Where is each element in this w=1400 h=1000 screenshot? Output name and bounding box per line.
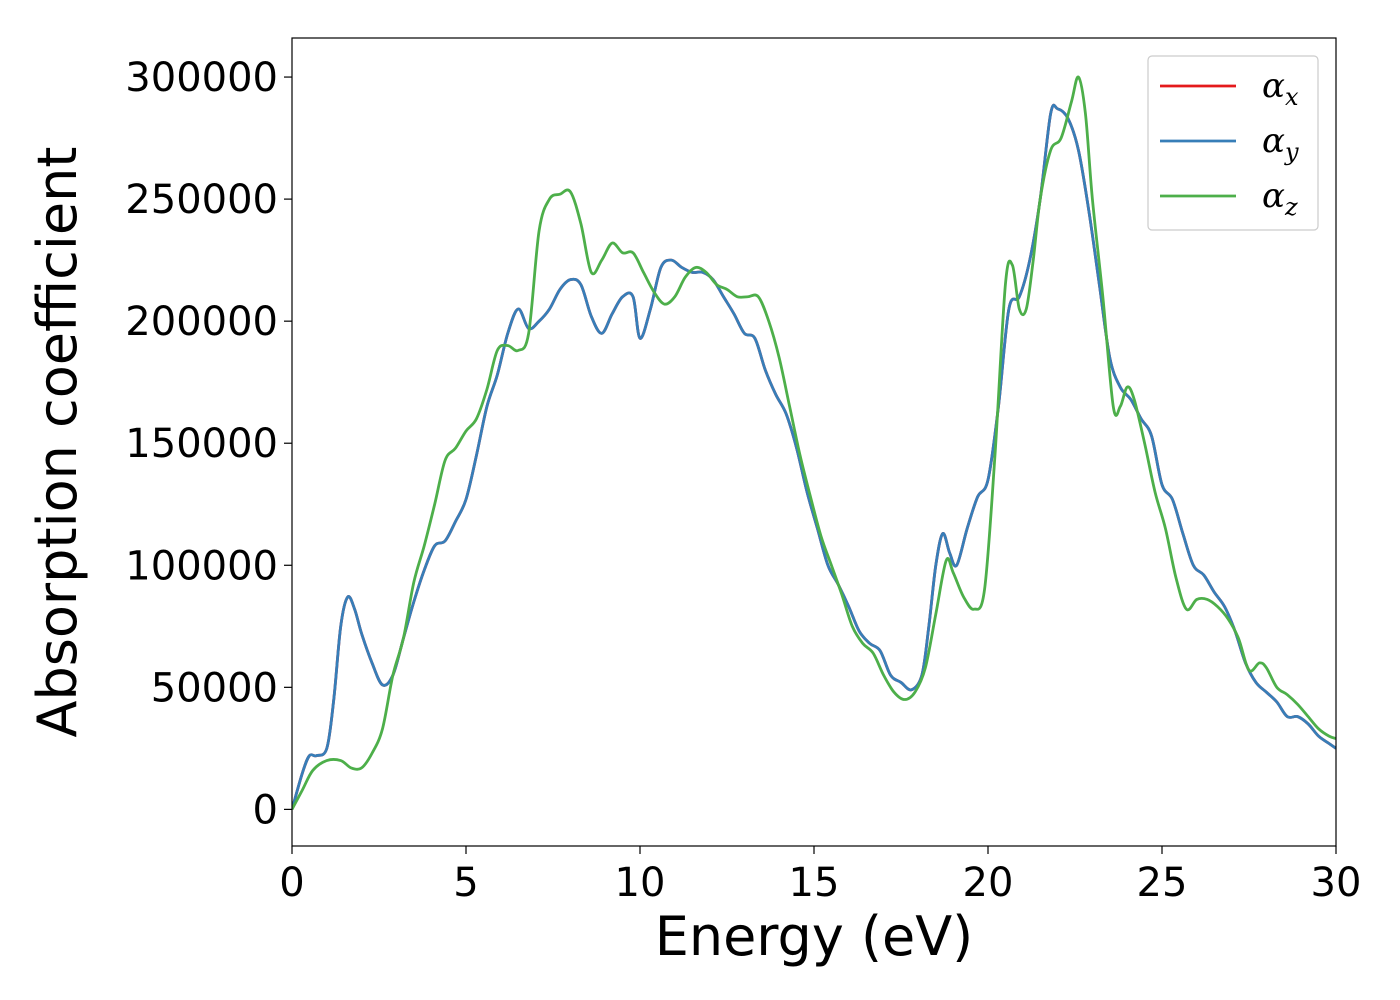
x-tick-label: 0 — [279, 860, 304, 906]
y-tick-label: 50000 — [151, 665, 278, 711]
x-tick-label: 30 — [1311, 860, 1362, 906]
y-axis-title: Absorption coefficient — [26, 147, 89, 738]
y-axis-ticks: 0 50000 100000 150000 200000 250000 300000 — [125, 55, 292, 833]
y-tick-label: 0 — [253, 787, 278, 833]
y-tick-label: 250000 — [125, 177, 278, 223]
x-axis-title: Energy (eV) — [655, 905, 974, 968]
x-axis-ticks: 0 5 10 15 20 25 30 — [279, 846, 1361, 906]
legend-label-x: αx — [1262, 66, 1299, 111]
x-tick-label: 10 — [615, 860, 666, 906]
series-layer — [292, 75, 1336, 811]
legend-label-y: αy — [1262, 121, 1299, 166]
y-tick-label: 300000 — [125, 55, 278, 101]
y-tick-label: 150000 — [125, 421, 278, 467]
series-line-z — [292, 75, 1336, 811]
legend-box — [1147, 55, 1319, 231]
y-tick-label: 100000 — [125, 543, 278, 589]
x-tick-label: 15 — [789, 860, 840, 906]
legend: αx αy αz — [1147, 55, 1319, 231]
x-tick-label: 25 — [1137, 860, 1188, 906]
x-tick-label: 20 — [963, 860, 1014, 906]
legend-label-z: αz — [1262, 176, 1298, 221]
y-tick-label: 200000 — [125, 299, 278, 345]
x-tick-label: 5 — [453, 860, 478, 906]
